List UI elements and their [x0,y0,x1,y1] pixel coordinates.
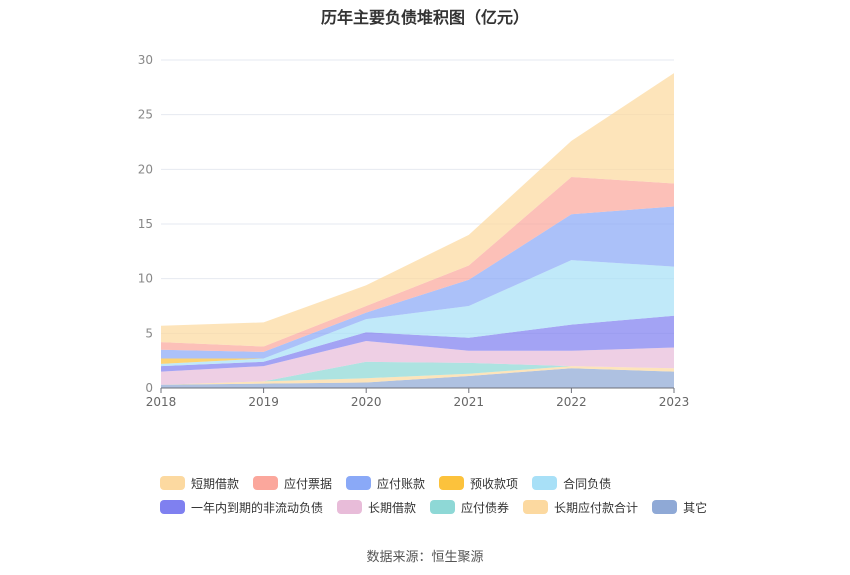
x-tick-label: 2018 [146,395,177,409]
legend-label: 应付票据 [284,476,333,491]
x-tick-label: 2023 [659,395,690,409]
legend-label: 一年内到期的非流动负债 [191,500,324,515]
data-source: 数据来源：恒生聚源 [366,550,484,565]
x-tick-label: 2020 [351,395,382,409]
legend-swatch [160,476,185,490]
y-tick-label: 15 [138,217,153,231]
stacked-area-chart: 0 5 10 15 20 25 30 2018 2019 2020 2021 2022 2023 [138,53,690,409]
area-其它 [161,368,674,388]
legend-item[interactable]: 预收款项 [439,475,518,492]
legend-item[interactable]: 其它 [652,499,707,516]
legend-label: 合同负债 [563,476,612,491]
x-tick-label: 2019 [248,395,279,409]
area-长期借款 [161,341,674,385]
chart-title: 历年主要负债堆积图（亿元） [320,8,529,27]
legend-swatch [439,476,465,490]
legend-swatch [337,500,363,514]
legend-item[interactable]: 短期借款 [160,475,239,492]
x-tick-label: 2022 [556,395,587,409]
y-tick-label: 10 [138,272,153,286]
legend-row: 一年内到期的非流动负债 长期借款 应付债券 长期应付款合计 其它 [160,495,720,519]
area-series [161,73,674,388]
legend-item[interactable]: 合同负债 [532,475,611,492]
legend: 短期借款 应付票据 应付账款 预收款项 合同负债 一年内到期的非流动负债 长期借款 应付债券… [160,471,720,519]
legend-item[interactable]: 应付债券 [430,499,509,516]
area-长期应付款合计 [161,366,674,385]
legend-swatch [532,476,558,490]
legend-label: 其它 [683,500,708,515]
legend-label: 应付账款 [377,476,426,491]
legend-item[interactable]: 应付账款 [346,475,425,492]
legend-label: 长期应付款合计 [554,500,639,515]
x-tick-label: 2021 [454,395,485,409]
area-应付账款 [161,206,674,359]
axes: 0 5 10 15 20 25 30 2018 2019 2020 2021 2022 2023 [138,53,690,409]
legend-label: 短期借款 [191,476,240,491]
legend-row: 短期借款 应付票据 应付账款 预收款项 合同负债 [160,471,720,495]
legend-swatch [346,476,372,490]
y-tick-label: 25 [138,108,153,122]
y-tick-label: 5 [145,326,153,340]
legend-swatch [430,500,456,514]
legend-label: 预收款项 [470,476,519,491]
legend-item[interactable]: 长期借款 [337,499,416,516]
legend-swatch [160,500,185,514]
legend-label: 长期借款 [368,500,417,515]
y-tick-label: 30 [138,53,153,67]
y-tick-label: 20 [138,162,153,176]
legend-item[interactable]: 一年内到期的非流动负债 [160,499,323,516]
legend-swatch [523,500,549,514]
legend-item[interactable]: 长期应付款合计 [523,499,638,516]
area-一年内到期的非流动负债 [161,315,674,372]
area-合同负债 [161,260,674,367]
legend-swatch [253,476,279,490]
y-tick-label: 0 [145,381,153,395]
legend-swatch [652,500,678,514]
legend-label: 应付债券 [461,500,510,515]
area-应付票据 [161,177,674,352]
area-应付债券 [161,361,674,385]
legend-item[interactable]: 应付票据 [253,475,332,492]
